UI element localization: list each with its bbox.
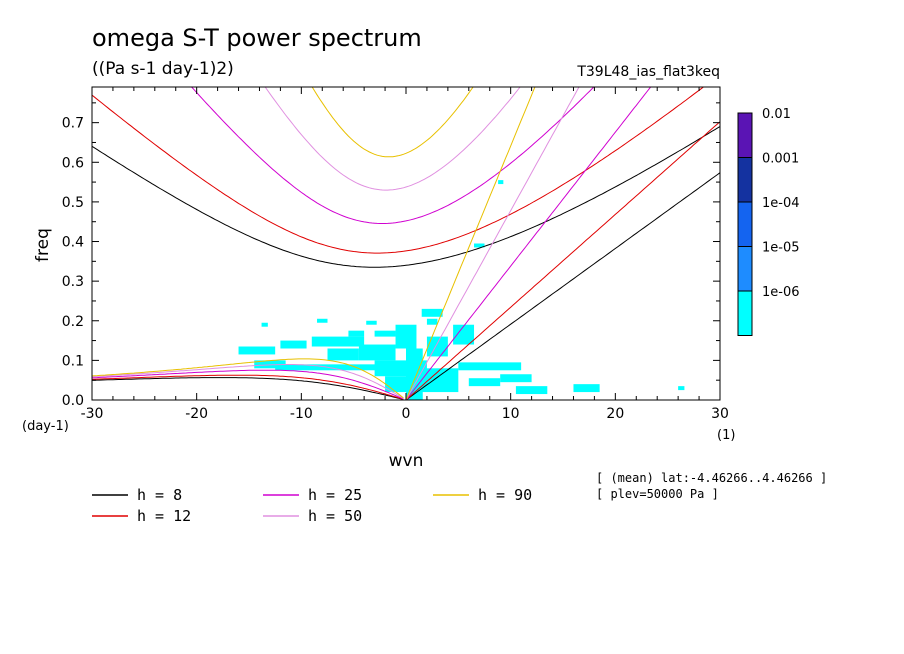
power-region-15 bbox=[421, 308, 443, 317]
dispersion-curves bbox=[92, 87, 720, 400]
x-tick-label: -20 bbox=[185, 406, 208, 422]
power-region-7 bbox=[374, 330, 396, 337]
legend-label: h = 12 bbox=[137, 507, 191, 525]
kelvin-curve-h8 bbox=[405, 172, 720, 400]
power-region-12 bbox=[406, 348, 423, 400]
rossby-curve-h25 bbox=[92, 369, 404, 400]
y-tick-label: 0.7 bbox=[62, 116, 84, 132]
annotation-lat: [ (mean) lat:-4.46266..4.46266 ] bbox=[596, 471, 827, 485]
power-region-22 bbox=[468, 378, 501, 387]
power-region-6 bbox=[348, 330, 365, 337]
power-region-0 bbox=[254, 360, 286, 369]
x-axis: -30 -20 -10 0 10 20 30 bbox=[81, 87, 729, 422]
colorbar-label: 1e-06 bbox=[762, 285, 800, 300]
x-tick-label: 0 bbox=[402, 406, 411, 422]
y-tick-label: 0.6 bbox=[62, 155, 84, 171]
colorbar-swatch bbox=[737, 112, 753, 158]
power-region-23 bbox=[474, 243, 485, 248]
kelvin-curve-h90 bbox=[405, 87, 536, 400]
power-region-26 bbox=[317, 318, 328, 323]
legend-label: h = 8 bbox=[137, 486, 182, 504]
x-unit-label: (1) bbox=[717, 428, 735, 443]
power-region-24 bbox=[498, 180, 504, 185]
x-tick-label: -10 bbox=[290, 406, 313, 422]
x-tick-label: 10 bbox=[502, 406, 520, 422]
power-region-25 bbox=[261, 322, 268, 327]
power-region-4 bbox=[327, 348, 359, 361]
chart-title: omega S-T power spectrum bbox=[92, 24, 422, 52]
power-region-19 bbox=[500, 374, 532, 383]
y-axis: 0.0 0.1 0.2 0.3 0.4 0.5 0.6 0.7 bbox=[62, 102, 720, 409]
ig-curve-h12 bbox=[92, 87, 705, 254]
legend-label: h = 50 bbox=[308, 507, 362, 525]
y-tick-label: 0.4 bbox=[62, 235, 84, 251]
chart-subtitle: ((Pa s-1 day-1)2) bbox=[92, 59, 234, 79]
y-tick-label: 0.0 bbox=[62, 393, 84, 409]
run-label: T39L48_ias_flat3keq bbox=[576, 64, 720, 80]
y-tick-label: 0.2 bbox=[62, 314, 84, 330]
power-region-28 bbox=[678, 386, 685, 391]
power-region-1 bbox=[238, 346, 276, 355]
power-region-5 bbox=[358, 344, 396, 361]
colorbar-label: 0.001 bbox=[762, 152, 799, 167]
colorbar-label: 1e-04 bbox=[762, 196, 800, 211]
legend-label: h = 90 bbox=[478, 486, 532, 504]
x-axis-title: wvn bbox=[389, 451, 424, 471]
y-tick-label: 0.5 bbox=[62, 195, 84, 211]
power-region-17 bbox=[453, 324, 475, 345]
y-tick-label: 0.3 bbox=[62, 274, 84, 290]
ig-curve-h8 bbox=[92, 126, 720, 268]
rossby-curve-h8 bbox=[92, 377, 404, 400]
colorbar-swatch bbox=[737, 246, 753, 292]
colorbar-swatch bbox=[737, 290, 753, 336]
power-region-13 bbox=[421, 368, 459, 393]
power-region-2 bbox=[280, 340, 307, 349]
colorbar-label: 1e-05 bbox=[762, 241, 800, 256]
ig-curve-h90 bbox=[311, 87, 474, 158]
x-tick-label: 30 bbox=[711, 406, 729, 422]
rossby-curve-h12 bbox=[92, 374, 404, 400]
rossby-curve-h90 bbox=[92, 358, 404, 399]
legend: h = 8 h = 12 h = 25 h = 50 h = 90 bbox=[92, 486, 532, 525]
x-tick-label: 20 bbox=[606, 406, 624, 422]
ig-curve-h50 bbox=[264, 87, 521, 191]
y-unit-label: (day-1) bbox=[22, 419, 69, 434]
power-region-20 bbox=[515, 386, 548, 395]
power-shading bbox=[238, 180, 685, 400]
power-region-3 bbox=[311, 336, 365, 347]
power-region-21 bbox=[573, 384, 600, 393]
power-region-18 bbox=[458, 362, 522, 371]
power-region-14 bbox=[426, 336, 448, 357]
kelvin-curve-h25 bbox=[405, 87, 652, 400]
colorbar-swatch bbox=[737, 201, 753, 247]
colorbar-swatch bbox=[737, 157, 753, 203]
power-region-16 bbox=[426, 318, 438, 325]
annotation-plev: [ plev=50000 Pa ] bbox=[596, 487, 719, 501]
x-tick-label: -30 bbox=[81, 406, 104, 422]
kelvin-curve-h12 bbox=[405, 121, 720, 400]
y-tick-label: 0.1 bbox=[62, 353, 84, 369]
power-region-8 bbox=[395, 324, 417, 349]
legend-label: h = 25 bbox=[308, 486, 362, 504]
y-axis-title: freq bbox=[33, 228, 53, 262]
kelvin-curve-h50 bbox=[405, 87, 580, 400]
power-region-27 bbox=[366, 320, 377, 325]
colorbar: 0.01 0.001 1e-04 1e-05 1e-06 bbox=[737, 107, 800, 336]
rossby-curve-h50 bbox=[92, 364, 404, 399]
colorbar-label: 0.01 bbox=[762, 107, 791, 122]
